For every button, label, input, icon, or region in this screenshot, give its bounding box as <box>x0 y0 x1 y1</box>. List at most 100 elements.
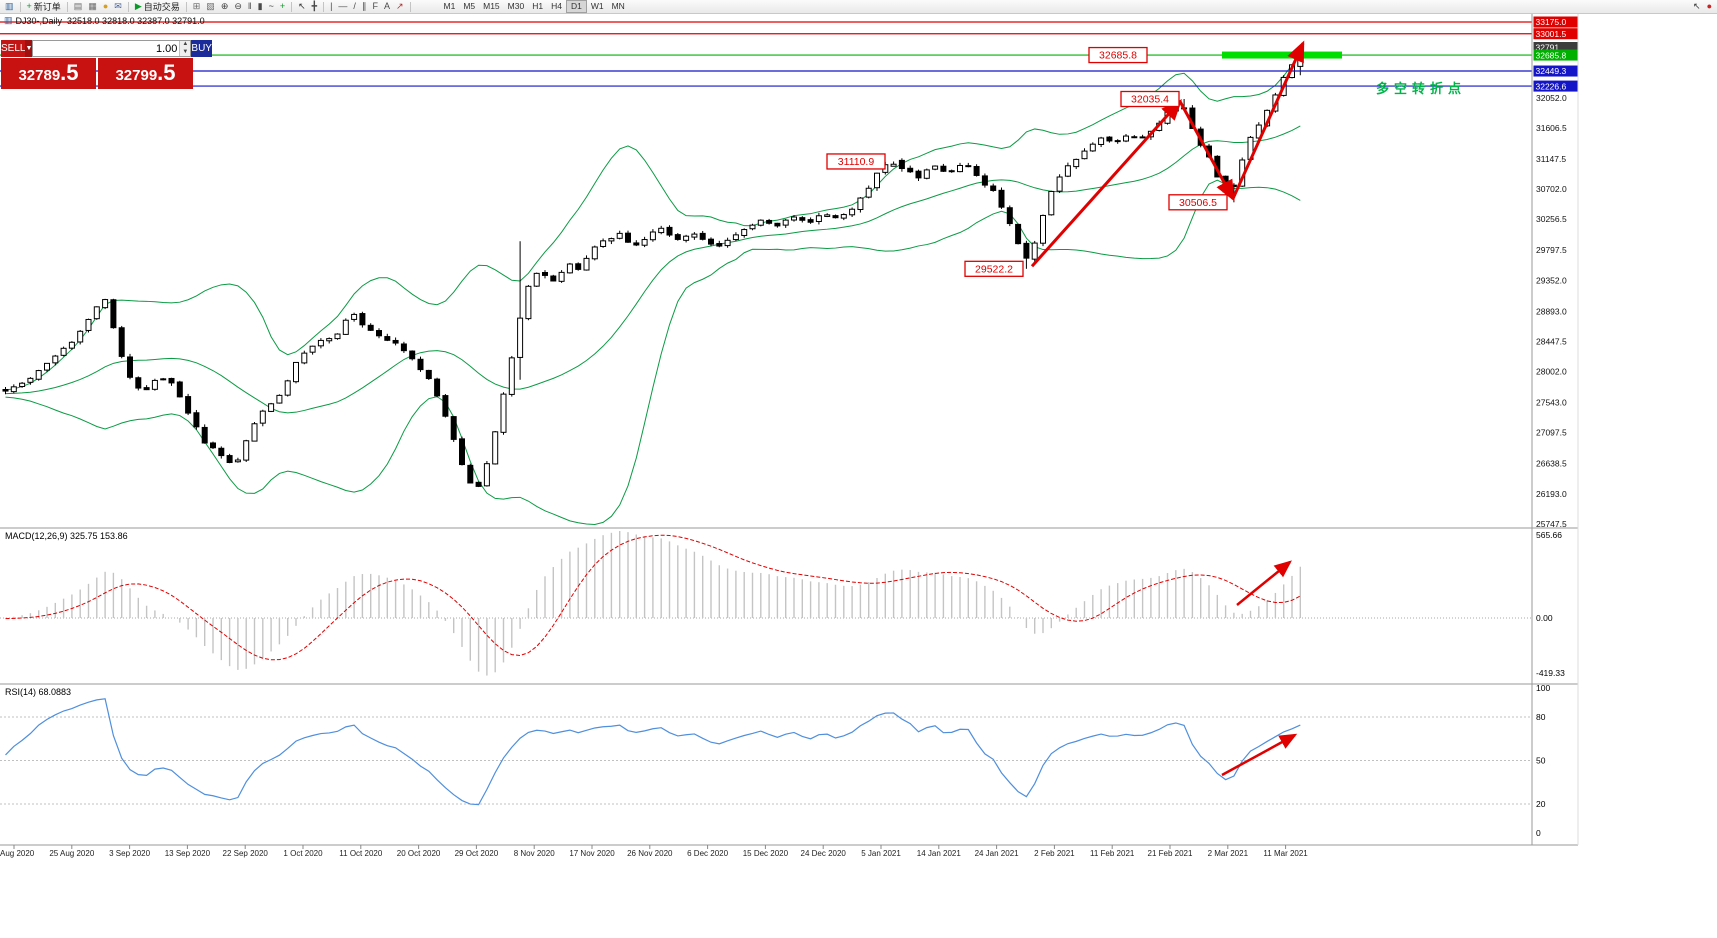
macd-arrow[interactable] <box>1236 560 1292 606</box>
horizontal-line-icon[interactable]: — <box>335 0 350 13</box>
market-watch-icon[interactable]: ▤ <box>71 0 86 13</box>
toolbar-separator <box>185 1 187 12</box>
timeframe-button-mn[interactable]: MN <box>611 1 625 11</box>
timeframe-button-m1[interactable]: M1 <box>443 1 456 11</box>
candle-body <box>600 240 607 247</box>
channel-icon: ∥ <box>361 1 367 11</box>
volume-up-icon[interactable]: ▲ <box>180 41 191 49</box>
volume-down-icon[interactable]: ▼ <box>180 48 191 56</box>
candle-body <box>500 393 507 433</box>
candle-body <box>840 214 847 219</box>
new-window-icon[interactable]: ⊞ <box>190 0 204 13</box>
trendline-icon[interactable]: / <box>350 0 359 13</box>
rsi-scale-tick: 80 <box>1536 712 1546 722</box>
auto-trading-button[interactable]: ▶ 自动交易 <box>132 0 183 13</box>
toolbar-separator <box>409 1 411 12</box>
candle-body <box>475 481 482 487</box>
scale-price-box <box>1533 49 1578 61</box>
date-label: 21 Feb 2021 <box>1148 849 1193 858</box>
candle-body <box>716 243 723 247</box>
candle-body <box>384 336 391 341</box>
trend-arrow[interactable] <box>1030 99 1183 268</box>
timeframe-button-m5[interactable]: M5 <box>463 1 476 11</box>
support-zone[interactable] <box>1222 51 1342 59</box>
cascade-windows-icon: ▧ <box>206 1 215 11</box>
pointer-icon[interactable]: ↖ <box>1690 0 1704 13</box>
candle-body <box>193 412 200 428</box>
timeframe-button-h4[interactable]: H4 <box>551 1 562 11</box>
arrows-icon[interactable]: ↗ <box>393 0 407 13</box>
candle-body <box>425 369 432 380</box>
candle-body <box>1031 242 1038 260</box>
vertical-line-icon[interactable]: | <box>327 0 335 13</box>
candle-body <box>218 447 225 457</box>
candle-body <box>865 187 872 198</box>
zoom-out-icon[interactable]: ⊖ <box>231 0 245 13</box>
channel-icon[interactable]: ∥ <box>359 0 370 13</box>
buy-button[interactable]: BUY <box>191 40 212 57</box>
buy-price-display[interactable]: 32799 .5 <box>98 58 193 89</box>
turning-point-label: 多空转折点 <box>1376 81 1467 96</box>
bar-chart-icon: ‖ <box>247 1 252 11</box>
zoom-in-icon[interactable]: ⊕ <box>218 0 232 13</box>
timeframe-button-d1[interactable]: D1 <box>565 0 587 13</box>
toolbar-separator <box>323 1 325 12</box>
price-callout-box[interactable] <box>1168 194 1228 211</box>
macd-label: MACD(12,26,9) 325.75 153.86 <box>5 531 128 541</box>
trend-arrow[interactable] <box>1178 100 1235 202</box>
sell-price-display[interactable]: 32789 .5 <box>1 58 96 89</box>
sell-button[interactable]: SELL <box>1 40 26 57</box>
candle-body <box>409 350 416 360</box>
candle-body <box>674 234 681 240</box>
rsi-arrow[interactable] <box>1221 733 1298 777</box>
vertical-line-icon: | <box>330 1 333 11</box>
candlestick-chart-icon[interactable]: ▮ <box>255 0 266 13</box>
candle-body <box>77 330 84 343</box>
bar-chart-icon[interactable]: ‖ <box>245 0 255 13</box>
line-chart-icon[interactable]: ~ <box>266 0 277 13</box>
sell-dropdown-icon[interactable]: ▼ <box>25 40 33 57</box>
chart-canvas[interactable]: 32685.8 32035.4 31110.9 30506.5 29522.2 MACD(… <box>0 14 1717 938</box>
candle-body <box>550 275 557 282</box>
candle-body <box>44 362 50 371</box>
scale-price-box <box>1533 65 1578 77</box>
price-callout-box[interactable] <box>964 260 1024 277</box>
date-label: 2 Mar 2021 <box>1208 849 1249 858</box>
timeframe-button-m15[interactable]: M15 <box>483 1 500 11</box>
alerts-icon[interactable]: ● <box>100 0 111 13</box>
price-callout-box[interactable] <box>1088 46 1148 64</box>
text-icon[interactable]: A <box>381 0 393 13</box>
chart-window: 32685.8 32035.4 31110.9 30506.5 29522.2 MACD(… <box>0 14 1717 938</box>
candle-body <box>566 263 573 274</box>
indicators-icon[interactable]: + <box>277 0 288 13</box>
toolbar-separator <box>19 1 21 12</box>
price-callout-box[interactable] <box>1120 90 1180 108</box>
new-order-button[interactable]: + 新订单 <box>24 0 64 13</box>
timeframe-button-h1[interactable]: H1 <box>532 1 544 11</box>
candle-body <box>965 165 972 168</box>
bollinger-bands-layer <box>5 51 1301 525</box>
timeframe-button-m30[interactable]: M30 <box>507 1 525 11</box>
data-window-icon[interactable]: ▦ <box>85 0 100 13</box>
candle-body <box>1023 242 1030 259</box>
scale-price-box-text: 32226.6 <box>1536 81 1567 91</box>
candle-body <box>815 215 822 222</box>
price-callout-box[interactable] <box>826 153 886 170</box>
rsi-layer <box>0 698 1532 806</box>
trend-arrow[interactable] <box>1231 40 1305 200</box>
fibonacci-icon[interactable]: F <box>369 0 381 13</box>
horizontal-line-icon: — <box>338 1 348 11</box>
chart-window-icon[interactable]: ▥ <box>2 0 17 13</box>
mailbox-icon[interactable]: ✉ <box>111 0 125 13</box>
timeframe-button-w1[interactable]: W1 <box>590 1 604 11</box>
crosshair-icon[interactable]: ╋ <box>309 0 320 13</box>
cursor-icon[interactable]: ↖ <box>295 0 309 13</box>
cascade-windows-icon[interactable]: ▧ <box>203 0 218 13</box>
candle-body <box>467 464 474 484</box>
volume-input[interactable] <box>33 41 180 56</box>
scale-price-box <box>1533 16 1578 28</box>
bollinger-lower-band <box>5 179 1301 525</box>
candle-body <box>168 377 175 384</box>
bollinger-middle-band <box>5 125 1301 414</box>
record-icon[interactable]: ● <box>1704 0 1715 13</box>
